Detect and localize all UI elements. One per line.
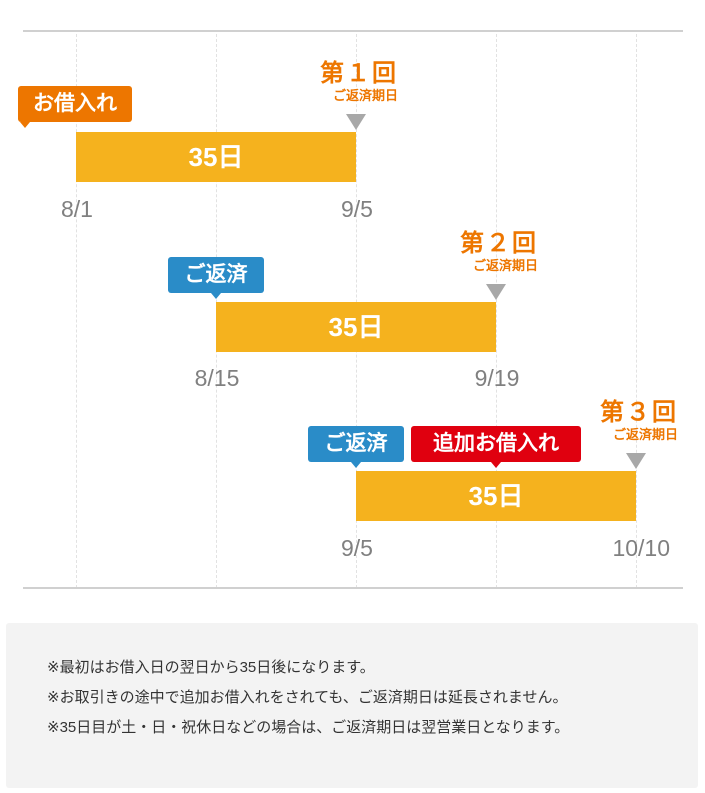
due-sub: ご返済期日 xyxy=(332,88,398,103)
grid-line xyxy=(496,34,497,588)
additional-borrowing-tag: 追加お借入れ xyxy=(411,426,581,468)
due-date-label-2: 第２回 ご返済期日 xyxy=(398,230,538,273)
duration-bar-3: 35日 xyxy=(356,471,636,521)
due-round: 第１回 xyxy=(320,60,398,87)
end-date-3: 10/10 xyxy=(612,535,670,561)
start-date-2: 8/15 xyxy=(194,365,240,391)
note-item: ※最初はお借入日の翌日から35日後になります。 xyxy=(47,659,375,676)
due-sub: ご返済期日 xyxy=(612,427,678,442)
borrowing-tag: お借入れ xyxy=(18,86,132,128)
tag-label: ご返済 xyxy=(184,263,248,286)
tag-label: 追加お借入れ xyxy=(433,432,559,455)
due-round: 第３回 xyxy=(600,399,678,426)
duration-bar-2: 35日 xyxy=(216,302,496,352)
notes-list: ※最初はお借入日の翌日から35日後になります。 ※お取引きの途中で追加お借入れを… xyxy=(6,623,698,743)
due-date-label-3: 第３回 ご返済期日 xyxy=(538,399,678,442)
start-date-3: 9/5 xyxy=(341,535,373,561)
notes-box: ※最初はお借入日の翌日から35日後になります。 ※お取引きの途中で追加お借入れを… xyxy=(6,623,698,788)
end-date-1: 9/5 xyxy=(341,196,373,222)
tag-label: ご返済 xyxy=(324,432,388,455)
top-rule xyxy=(23,30,683,32)
repayment-tag: ご返済 xyxy=(168,257,264,299)
note-item: ※お取引きの途中で追加お借入れをされても、ご返済期日は延長されません。 xyxy=(47,689,568,706)
note-item: ※35日目が土・日・祝休日などの場合は、ご返済期日は翌営業日となります。 xyxy=(47,719,570,736)
due-round: 第２回 xyxy=(460,230,538,257)
due-sub: ご返済期日 xyxy=(472,258,538,273)
bottom-rule xyxy=(23,587,683,589)
due-marker-icon xyxy=(626,453,646,469)
due-marker-icon xyxy=(346,114,366,130)
end-date-2: 9/19 xyxy=(474,365,520,391)
start-date-1: 8/1 xyxy=(61,196,93,222)
grid-line xyxy=(76,34,77,588)
due-marker-icon xyxy=(486,284,506,300)
due-date-label-1: 第１回 ご返済期日 xyxy=(258,60,398,103)
repayment-tag: ご返済 xyxy=(308,426,404,468)
grid-line xyxy=(636,34,637,588)
duration-bar-1: 35日 xyxy=(76,132,356,182)
tag-label: お借入れ xyxy=(33,92,117,115)
